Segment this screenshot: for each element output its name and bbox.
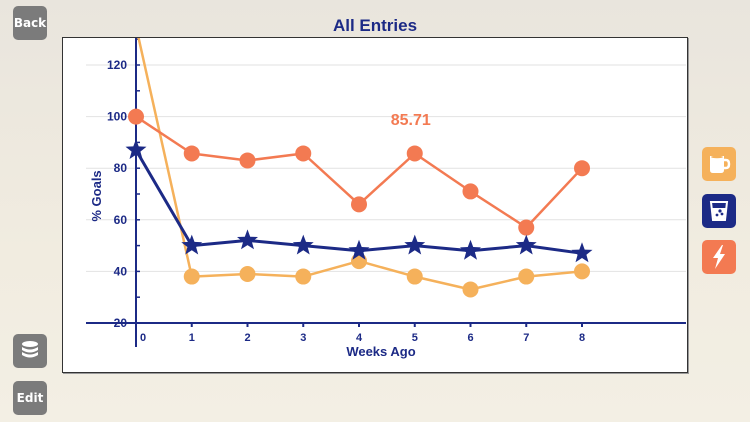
coffee-category-button[interactable] [702, 147, 736, 181]
x-tick-label: 0 [140, 332, 146, 344]
circle-marker [574, 263, 590, 280]
circle-marker [239, 265, 256, 282]
circle-marker [295, 145, 312, 162]
circle-marker [406, 145, 423, 162]
chart-title: All Entries [332, 16, 418, 35]
database-button[interactable] [13, 334, 47, 368]
star-marker [515, 234, 537, 255]
back-button[interactable]: Back [13, 6, 47, 40]
circle-marker [518, 219, 535, 236]
water-category-button[interactable] [702, 194, 736, 228]
x-tick-label: 2 [244, 332, 250, 344]
circle-marker [462, 281, 479, 298]
y-tick-label: 60 [114, 213, 128, 227]
x-tick-label: 4 [356, 332, 363, 344]
circle-marker [183, 145, 200, 162]
series-water [125, 139, 593, 263]
circle-marker [406, 268, 423, 285]
star-marker [292, 234, 314, 255]
circle-marker [351, 253, 367, 270]
y-tick-label: 40 [114, 264, 128, 278]
x-tick-label: 3 [300, 332, 306, 344]
star-marker [404, 234, 426, 255]
y-axis-label: % Goals [89, 170, 104, 221]
star-marker [460, 239, 481, 260]
edit-button[interactable]: Edit [13, 381, 47, 415]
star-marker [348, 239, 370, 260]
coffee-mug-icon [710, 155, 731, 173]
star-marker [237, 229, 258, 250]
circle-marker [295, 268, 312, 285]
x-tick-label: 6 [467, 332, 473, 344]
circle-marker [574, 160, 590, 177]
y-tick-label: 100 [107, 110, 127, 124]
value-annotation: 85.71 [391, 112, 431, 129]
chart-frame [62, 37, 688, 373]
circle-marker [351, 196, 367, 213]
water-glass-icon [709, 201, 729, 221]
x-tick-label: 8 [579, 332, 585, 344]
circle-marker [128, 18, 144, 34]
x-tick-label: 1 [189, 332, 195, 344]
x-tick-label: 5 [412, 332, 418, 344]
star-marker [571, 242, 593, 263]
x-tick-label: 7 [523, 332, 529, 344]
energy-category-button[interactable] [702, 240, 736, 274]
y-tick-label: 80 [114, 161, 128, 175]
circle-marker [128, 108, 144, 125]
circle-marker [462, 183, 479, 200]
series-energy [128, 108, 590, 236]
circle-marker [518, 268, 535, 285]
circle-marker [239, 152, 256, 169]
y-tick-label: 120 [107, 58, 127, 72]
star-marker [125, 139, 147, 159]
x-axis-label: Weeks Ago [346, 344, 415, 359]
database-icon [22, 341, 38, 358]
lightning-bolt-icon [713, 245, 725, 269]
star-marker [181, 234, 203, 255]
circle-marker [183, 268, 200, 285]
